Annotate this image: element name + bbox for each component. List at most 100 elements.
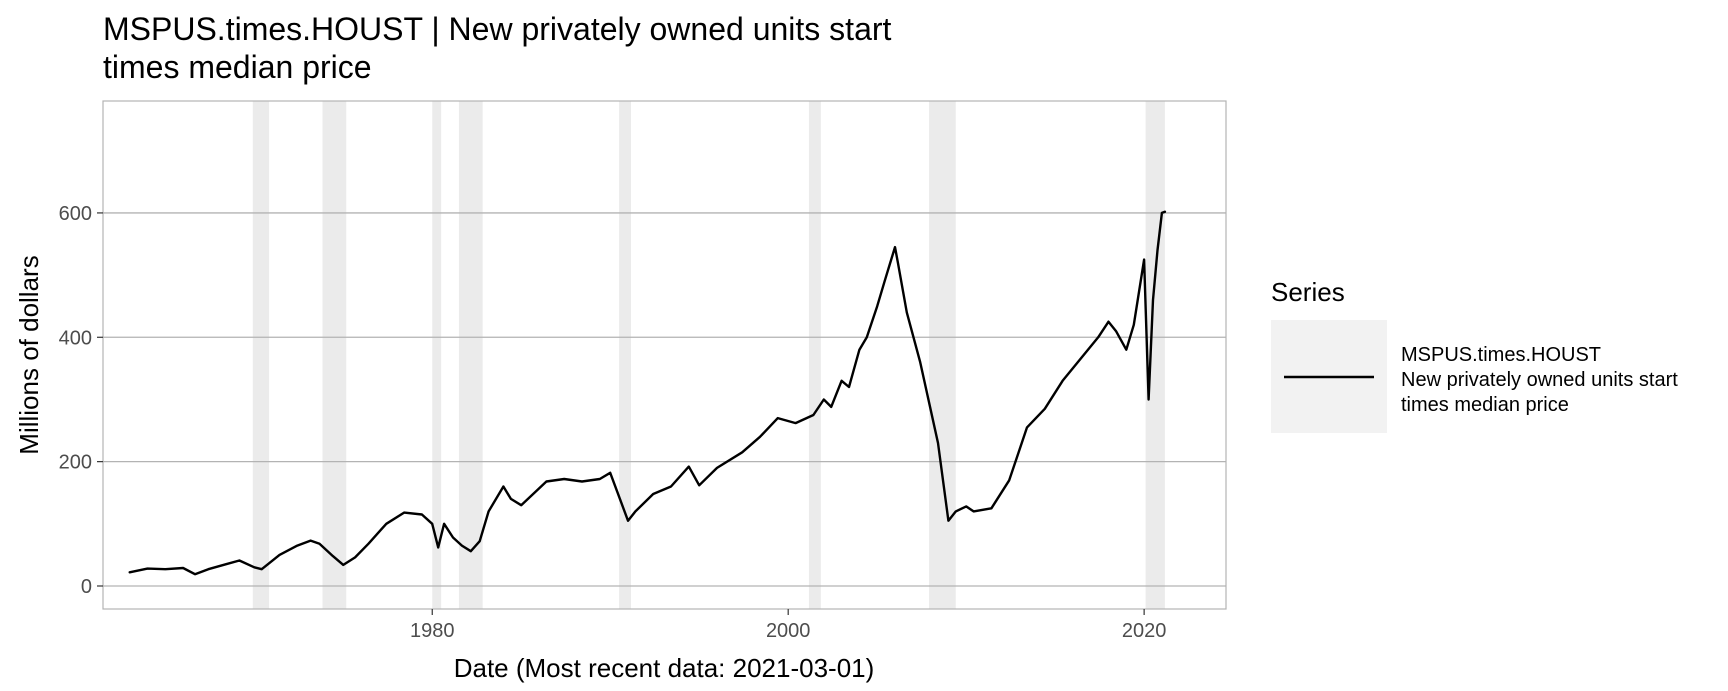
x-tick-label-2020: 2020 bbox=[1122, 620, 1167, 642]
data-point-1963-01 bbox=[128, 571, 131, 574]
recession-band-7 bbox=[929, 101, 956, 609]
data-point-2004-01 bbox=[858, 348, 861, 351]
data-point-2009-06 bbox=[955, 510, 957, 513]
recession-band-8 bbox=[1145, 101, 1165, 609]
grid-lines bbox=[103, 212, 1226, 587]
data-point-2016-06 bbox=[1079, 358, 1082, 360]
series-line-group bbox=[128, 210, 1167, 576]
data-point-1983-03 bbox=[487, 510, 490, 513]
recession-band-5 bbox=[619, 101, 631, 609]
data-point-2005-06 bbox=[883, 280, 886, 283]
data-point-2003-01 bbox=[840, 380, 843, 382]
legend-title: Series bbox=[1271, 277, 1345, 307]
data-point-2011-06 bbox=[990, 507, 993, 510]
data-point-1991-01 bbox=[627, 519, 629, 522]
data-point-2017-06 bbox=[1097, 336, 1099, 339]
data-point-1982-03 bbox=[470, 550, 472, 552]
chart-title-line-1: MSPUS.times.HOUST | New privately owned … bbox=[103, 11, 892, 47]
recession-band-6 bbox=[808, 101, 821, 609]
data-point-1973-09 bbox=[318, 542, 321, 545]
data-point-2020-07 bbox=[1152, 299, 1154, 301]
data-point-1969-03 bbox=[238, 559, 241, 562]
data-point-1997-06 bbox=[741, 451, 743, 454]
data-point-1988-06 bbox=[581, 480, 583, 483]
legend: Series MSPUS.times.HOUST New privately o… bbox=[1271, 277, 1678, 433]
data-point-2019-01 bbox=[1125, 348, 1128, 351]
data-point-1970-01 bbox=[253, 566, 256, 569]
data-point-2006-01 bbox=[894, 246, 896, 248]
x-tick-label-1980: 1980 bbox=[410, 620, 455, 642]
data-point-2006-03 bbox=[897, 261, 899, 264]
data-point-2018-01 bbox=[1107, 320, 1110, 323]
data-point-1984-01 bbox=[502, 485, 505, 488]
data-point-1993-06 bbox=[670, 485, 672, 488]
data-point-1987-06 bbox=[563, 478, 565, 480]
data-point-1967-06 bbox=[207, 568, 210, 570]
data-point-1975-01 bbox=[342, 564, 345, 566]
data-point-1976-06 bbox=[367, 542, 370, 545]
data-point-2010-01 bbox=[965, 505, 967, 508]
data-point-2005-01 bbox=[876, 305, 878, 308]
data-point-2012-06 bbox=[1008, 479, 1010, 482]
y-tick-label-400: 400 bbox=[59, 327, 92, 349]
data-point-1990-01 bbox=[609, 472, 611, 474]
data-point-2021-03 bbox=[1164, 210, 1166, 213]
data-point-1990-06 bbox=[616, 491, 619, 494]
data-point-2019-06 bbox=[1133, 324, 1135, 326]
data-point-1994-06 bbox=[688, 465, 690, 468]
data-point-1995-01 bbox=[698, 484, 700, 487]
recession-band-3 bbox=[432, 101, 442, 609]
y-tick-label-0: 0 bbox=[81, 576, 92, 598]
data-point-1964-01 bbox=[146, 567, 149, 570]
data-point-1991-06 bbox=[634, 510, 637, 513]
data-point-1996-01 bbox=[716, 467, 718, 469]
data-point-2020-10 bbox=[1156, 249, 1159, 251]
legend-entry-line-2: New privately owned units start bbox=[1401, 369, 1678, 391]
data-point-1992-06 bbox=[652, 493, 654, 495]
data-point-1981-09 bbox=[461, 544, 463, 547]
recession-band-2 bbox=[322, 101, 347, 609]
data-point-1999-06 bbox=[777, 417, 779, 419]
data-point-1978-06 bbox=[403, 511, 405, 514]
data-point-1989-06 bbox=[599, 478, 601, 480]
data-point-2000-06 bbox=[794, 422, 797, 424]
data-point-1986-06 bbox=[545, 480, 548, 483]
data-point-1977-06 bbox=[385, 523, 388, 525]
data-point-2009-01 bbox=[947, 519, 950, 522]
data-point-2018-06 bbox=[1115, 330, 1117, 332]
series-line-1 bbox=[128, 210, 1167, 576]
data-point-1985-01 bbox=[520, 504, 522, 507]
x-axis: 1980 2000 2020 bbox=[410, 609, 1166, 642]
data-point-1966-09 bbox=[194, 573, 196, 575]
data-point-2002-01 bbox=[823, 398, 825, 401]
recession-band-4 bbox=[458, 101, 483, 609]
legend-entry-line-3: times median price bbox=[1401, 394, 1569, 416]
data-point-2021-01 bbox=[1161, 212, 1163, 214]
data-point-1965-01 bbox=[164, 568, 167, 570]
recession-band-1 bbox=[252, 101, 270, 609]
plot-background bbox=[103, 101, 1226, 609]
data-point-1973-03 bbox=[309, 539, 312, 542]
legend-entry-line-1: MSPUS.times.HOUST bbox=[1401, 344, 1601, 366]
x-axis-title: Date (Most recent data: 2021-03-01) bbox=[454, 653, 875, 683]
data-point-1998-06 bbox=[759, 436, 761, 438]
data-point-2006-09 bbox=[906, 311, 908, 314]
data-point-2010-06 bbox=[972, 510, 975, 513]
data-point-2013-06 bbox=[1026, 426, 1028, 429]
data-point-1984-06 bbox=[510, 498, 512, 500]
data-point-2002-06 bbox=[830, 406, 832, 408]
data-point-1971-06 bbox=[278, 554, 281, 556]
data-point-1979-06 bbox=[421, 513, 423, 516]
data-point-2004-06 bbox=[866, 336, 868, 339]
data-point-1981-03 bbox=[452, 536, 454, 539]
y-axis-title: Millions of dollars bbox=[14, 255, 44, 454]
y-tick-label-600: 600 bbox=[59, 203, 92, 225]
data-point-1980-05 bbox=[437, 546, 440, 549]
y-axis: 0 200 400 600 bbox=[59, 203, 103, 598]
x-tick-label-2000: 2000 bbox=[766, 620, 811, 642]
data-point-2007-06 bbox=[919, 361, 921, 364]
data-point-1970-06 bbox=[260, 568, 263, 570]
data-point-2014-06 bbox=[1044, 408, 1046, 410]
data-point-1972-06 bbox=[296, 544, 299, 547]
